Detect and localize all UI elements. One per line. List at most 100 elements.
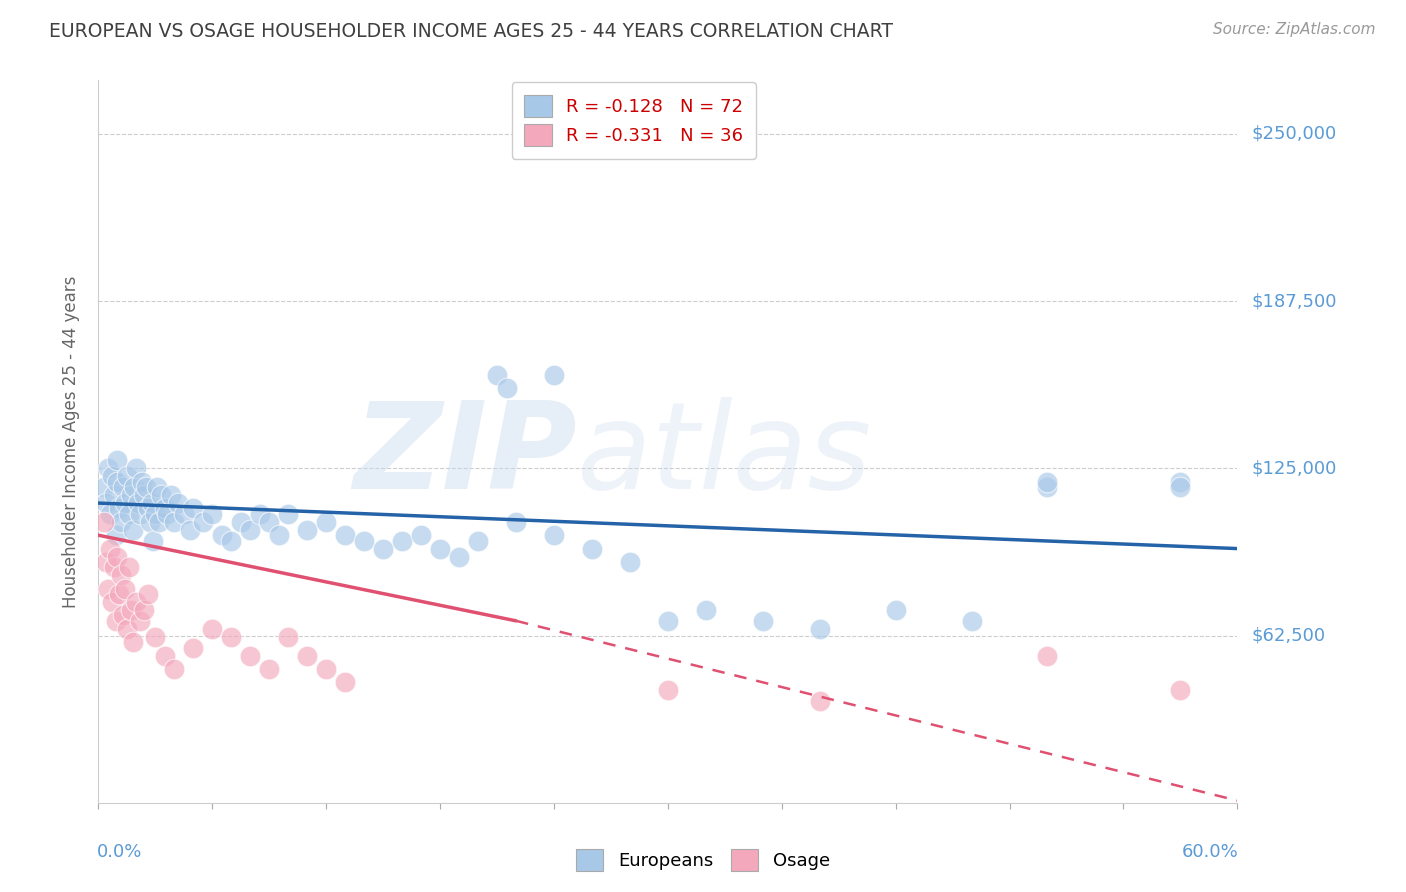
Point: [267, 528, 290, 542]
Point: [115, 469, 138, 483]
Point: [104, 614, 127, 628]
Point: [150, 488, 173, 502]
Point: [495, 381, 517, 395]
Point: [125, 461, 148, 475]
Point: [100, 469, 122, 483]
Point: [657, 614, 679, 628]
Point: [93, 515, 115, 529]
Point: [120, 603, 142, 617]
Point: [505, 515, 527, 529]
Point: [259, 515, 281, 529]
Point: [114, 582, 136, 596]
Point: [173, 507, 195, 521]
Point: [884, 603, 907, 617]
Point: [118, 560, 141, 574]
Point: [110, 515, 132, 529]
Point: [103, 488, 125, 502]
Text: Source: ZipAtlas.com: Source: ZipAtlas.com: [1212, 22, 1375, 37]
Legend: Europeans, Osage: Europeans, Osage: [569, 842, 837, 879]
Point: [183, 501, 205, 516]
Point: [124, 480, 146, 494]
Point: [353, 533, 375, 548]
Point: [1170, 475, 1192, 489]
Point: [277, 507, 299, 521]
Point: [335, 675, 357, 690]
Point: [121, 635, 143, 649]
Point: [429, 541, 451, 556]
Point: [110, 568, 132, 582]
Point: [315, 662, 337, 676]
Point: [107, 549, 129, 564]
Point: [657, 683, 679, 698]
Point: [221, 630, 243, 644]
Text: $250,000: $250,000: [1251, 125, 1337, 143]
Point: [129, 507, 152, 521]
Text: atlas: atlas: [576, 398, 872, 515]
Point: [960, 614, 983, 628]
Point: [114, 496, 136, 510]
Point: [335, 528, 357, 542]
Point: [103, 560, 125, 574]
Point: [125, 595, 148, 609]
Point: [148, 515, 170, 529]
Point: [1170, 480, 1192, 494]
Point: [112, 608, 135, 623]
Point: [371, 541, 394, 556]
Point: [127, 496, 149, 510]
Point: [145, 630, 167, 644]
Point: [239, 648, 262, 663]
Point: [135, 480, 157, 494]
Text: $187,500: $187,500: [1251, 292, 1337, 310]
Point: [249, 507, 271, 521]
Point: [467, 533, 489, 548]
Point: [142, 533, 165, 548]
Point: [179, 523, 201, 537]
Point: [107, 475, 129, 489]
Point: [100, 595, 122, 609]
Point: [131, 475, 153, 489]
Text: 0.0%: 0.0%: [97, 843, 142, 861]
Point: [315, 515, 337, 529]
Point: [136, 501, 159, 516]
Point: [752, 614, 775, 628]
Point: [808, 694, 831, 708]
Point: [153, 501, 176, 516]
Point: [146, 480, 169, 494]
Point: [543, 528, 565, 542]
Point: [94, 496, 117, 510]
Point: [411, 528, 433, 542]
Point: [107, 453, 129, 467]
Point: [201, 507, 224, 521]
Point: [167, 496, 190, 510]
Point: [297, 523, 319, 537]
Point: [121, 523, 143, 537]
Y-axis label: Householder Income Ages 25 - 44 years: Householder Income Ages 25 - 44 years: [62, 276, 80, 607]
Point: [93, 480, 115, 494]
Point: [120, 488, 142, 502]
Point: [1036, 648, 1059, 663]
Point: [98, 507, 121, 521]
Point: [118, 507, 141, 521]
Point: [201, 622, 224, 636]
Point: [277, 630, 299, 644]
Point: [239, 523, 262, 537]
Point: [156, 507, 179, 521]
Point: [145, 507, 167, 521]
Point: [543, 368, 565, 382]
Point: [449, 549, 471, 564]
Point: [221, 533, 243, 548]
Point: [211, 528, 233, 542]
Point: [108, 501, 131, 516]
Point: [486, 368, 509, 382]
Point: [259, 662, 281, 676]
Point: [163, 662, 186, 676]
Point: [229, 515, 252, 529]
Point: [132, 603, 155, 617]
Text: EUROPEAN VS OSAGE HOUSEHOLDER INCOME AGES 25 - 44 YEARS CORRELATION CHART: EUROPEAN VS OSAGE HOUSEHOLDER INCOME AGE…: [49, 22, 893, 41]
Point: [183, 640, 205, 655]
Text: $62,500: $62,500: [1251, 626, 1326, 645]
Point: [97, 461, 120, 475]
Point: [136, 587, 159, 601]
Point: [1036, 480, 1059, 494]
Point: [1170, 683, 1192, 698]
